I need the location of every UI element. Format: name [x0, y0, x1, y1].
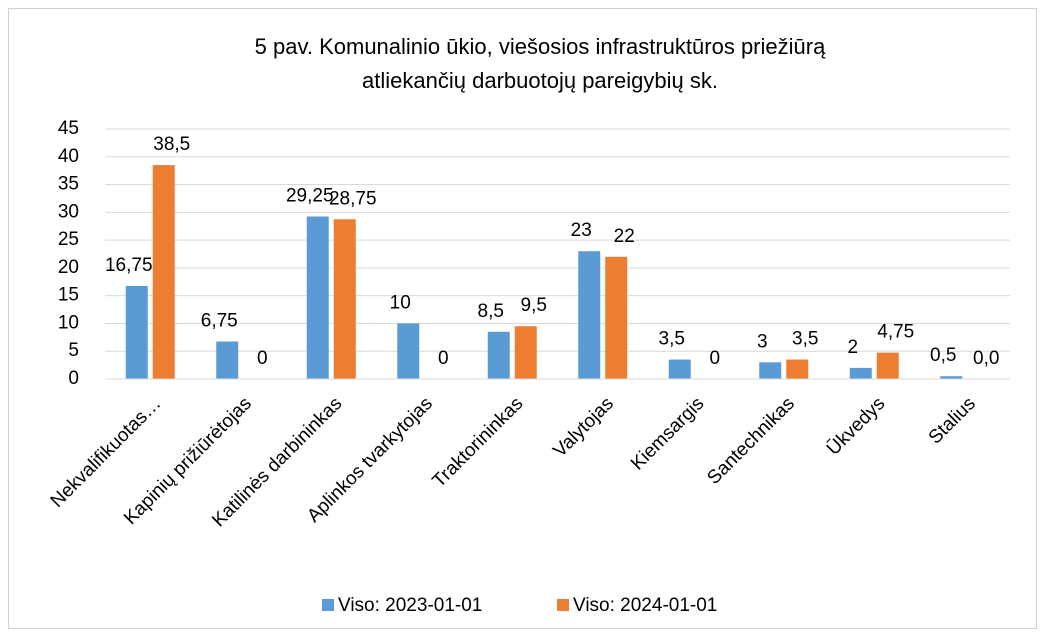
bar [759, 362, 782, 379]
chart-title: 5 pav. Komunalinio ūkio, viešosios infra… [255, 34, 826, 59]
y-tick-label: 20 [58, 257, 79, 278]
legend-label: Viso: 2023-01-01 [338, 595, 482, 616]
data-label: 0 [438, 348, 449, 369]
bar [152, 165, 175, 379]
y-tick-label: 35 [58, 174, 79, 195]
data-label: 3 [757, 331, 768, 352]
bar [216, 341, 239, 379]
y-tick-label: 45 [58, 118, 79, 139]
bar [876, 352, 899, 379]
y-tick-label: 15 [58, 285, 79, 306]
data-label: 2 [847, 337, 858, 358]
data-label: 0,5 [930, 345, 956, 366]
data-label: 10 [390, 292, 411, 313]
bar [487, 331, 510, 379]
data-label: 4,75 [877, 322, 914, 343]
bar [125, 285, 148, 379]
legend-swatch [557, 599, 569, 611]
bar [605, 256, 628, 379]
chart-title: atliekančių darbuotojų pareigybių sk. [362, 68, 718, 93]
bar [668, 359, 691, 379]
data-label: 23 [571, 220, 592, 241]
data-label: 6,75 [201, 311, 238, 332]
data-label: 22 [614, 226, 635, 247]
bar [397, 323, 420, 379]
bar [333, 219, 356, 379]
data-label: 3,5 [659, 329, 685, 350]
bar [786, 359, 809, 379]
y-tick-label: 40 [58, 146, 79, 167]
data-label: 0 [709, 348, 720, 369]
legend-swatch [322, 599, 334, 611]
data-label: 0,0 [973, 348, 999, 369]
bar [306, 216, 329, 379]
y-tick-label: 5 [68, 340, 79, 361]
y-tick-label: 30 [58, 201, 79, 222]
y-tick-label: 0 [68, 368, 79, 389]
chart-border [8, 8, 1037, 629]
bar [940, 376, 963, 379]
data-label: 28,75 [329, 188, 377, 209]
data-label: 8,5 [478, 301, 504, 322]
y-tick-label: 25 [58, 229, 79, 250]
bar [849, 367, 872, 379]
y-tick-label: 10 [58, 312, 79, 333]
data-label: 3,5 [792, 329, 818, 350]
bar [514, 326, 537, 379]
legend-label: Viso: 2024-01-01 [573, 595, 717, 616]
data-label: 16,75 [105, 255, 153, 276]
data-label: 9,5 [521, 295, 547, 316]
data-label: 38,5 [153, 134, 190, 155]
data-label: 29,25 [286, 186, 334, 207]
data-label: 0 [257, 348, 268, 369]
bar [578, 251, 601, 379]
